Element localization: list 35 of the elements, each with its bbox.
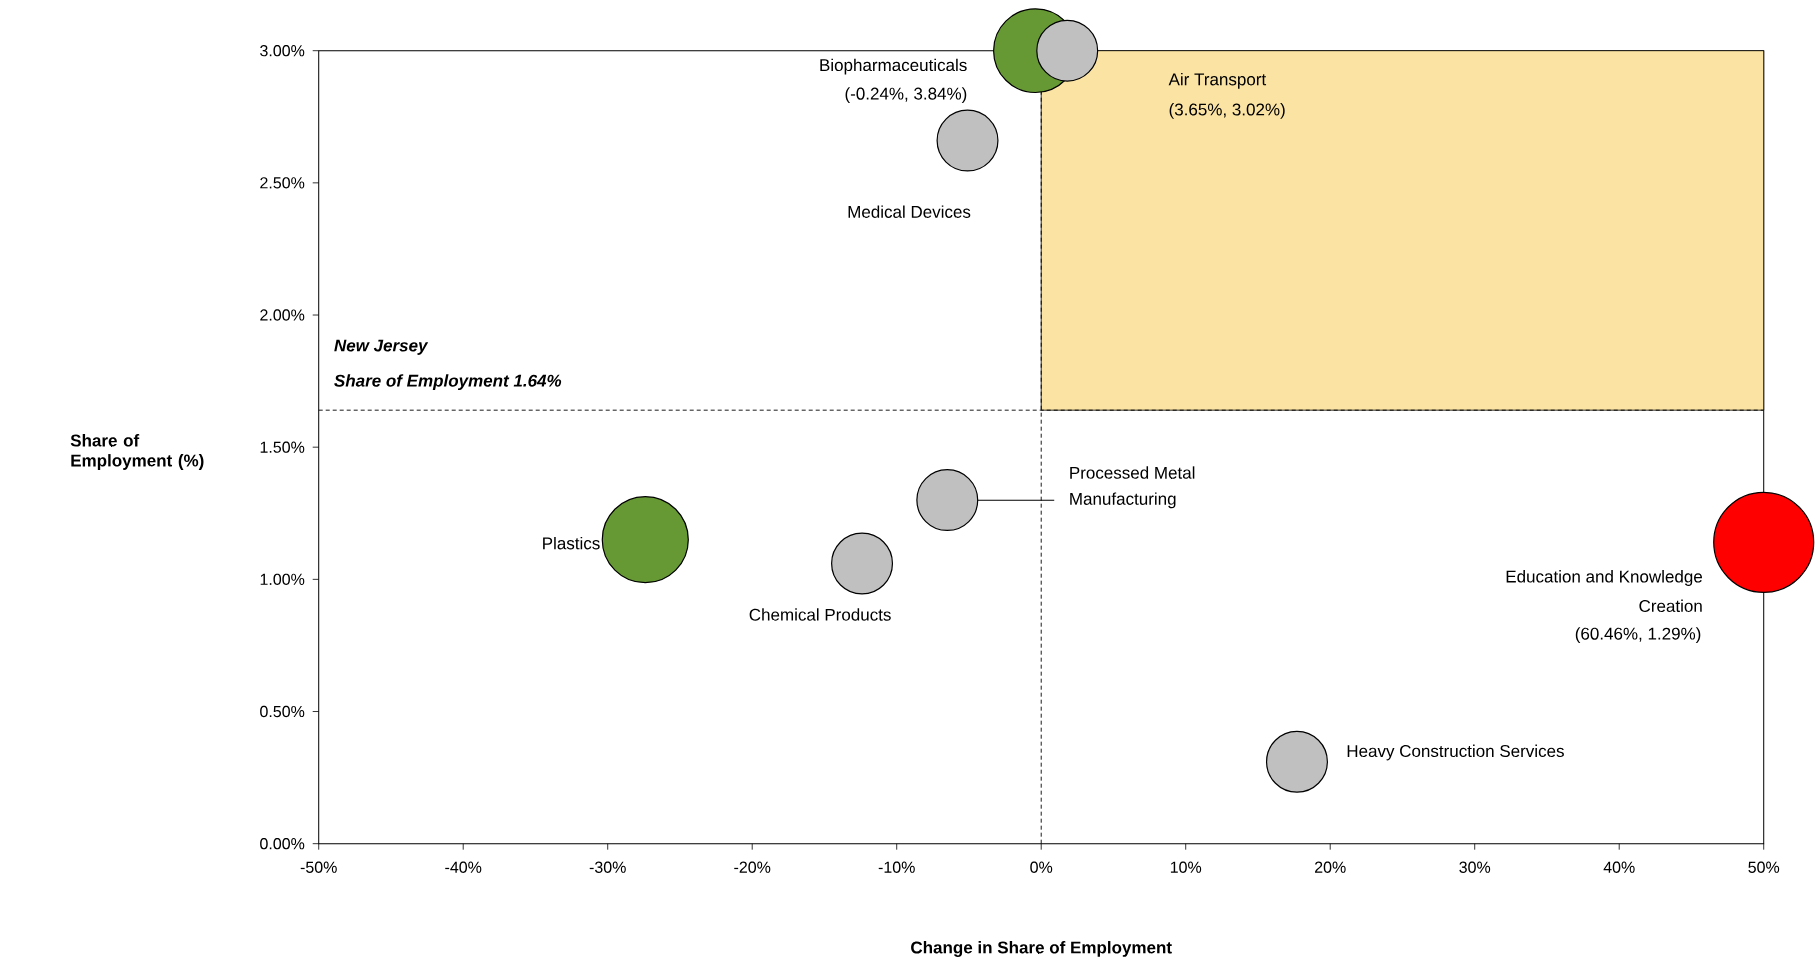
- annotation: Air Transport: [1168, 72, 1267, 89]
- annotation: (-0.24%, 3.84%): [845, 87, 967, 104]
- annotation: Chemical Products: [749, 608, 891, 621]
- x-tick-label: 10%: [1170, 861, 1202, 873]
- x-tick-label: -20%: [734, 861, 771, 873]
- x-tick-label: 30%: [1459, 861, 1491, 873]
- y-axis-title: Share of Employment (%): [70, 434, 204, 470]
- x-tick-label: -10%: [878, 861, 915, 873]
- annotation: Heavy Construction Services: [1347, 744, 1564, 761]
- annotation: Education and Knowledge: [1506, 570, 1703, 586]
- annotation: Share of Employment 1.64%: [334, 374, 562, 391]
- y-tick-label: 2.00%: [260, 309, 305, 321]
- x-tick-label: 0%: [1030, 861, 1053, 873]
- annotation: New Jersey: [334, 339, 429, 355]
- y-tick-label: 3.00%: [260, 45, 305, 57]
- annotation: (3.65%, 3.02%): [1169, 103, 1285, 119]
- x-tick-label: 20%: [1315, 861, 1346, 873]
- annotation: Plastics: [543, 536, 600, 550]
- annotation: Medical Devices: [848, 205, 971, 218]
- y-tick-label: 0.00%: [260, 838, 305, 850]
- x-tick-label: -40%: [445, 861, 482, 873]
- annotation: (60.46%, 1.29%): [1575, 627, 1701, 644]
- x-tick-label: 50%: [1748, 861, 1780, 873]
- annotation: Manufacturing: [1070, 492, 1176, 509]
- annotation: Creation: [1639, 599, 1702, 613]
- x-axis-title: Change in Share of Employment: [911, 941, 1172, 957]
- annotation: Biopharmaceuticals: [820, 58, 967, 75]
- y-tick-label: 1.00%: [260, 573, 305, 586]
- x-tick-label: -30%: [589, 861, 626, 873]
- y-tick-label: 2.50%: [260, 177, 305, 189]
- annotation: Processed Metal: [1070, 466, 1195, 479]
- y-tick-label: 0.50%: [260, 705, 305, 718]
- y-tick-label: 1.50%: [260, 441, 305, 453]
- x-tick-label: 40%: [1603, 861, 1635, 873]
- x-tick-label: -50%: [300, 861, 337, 873]
